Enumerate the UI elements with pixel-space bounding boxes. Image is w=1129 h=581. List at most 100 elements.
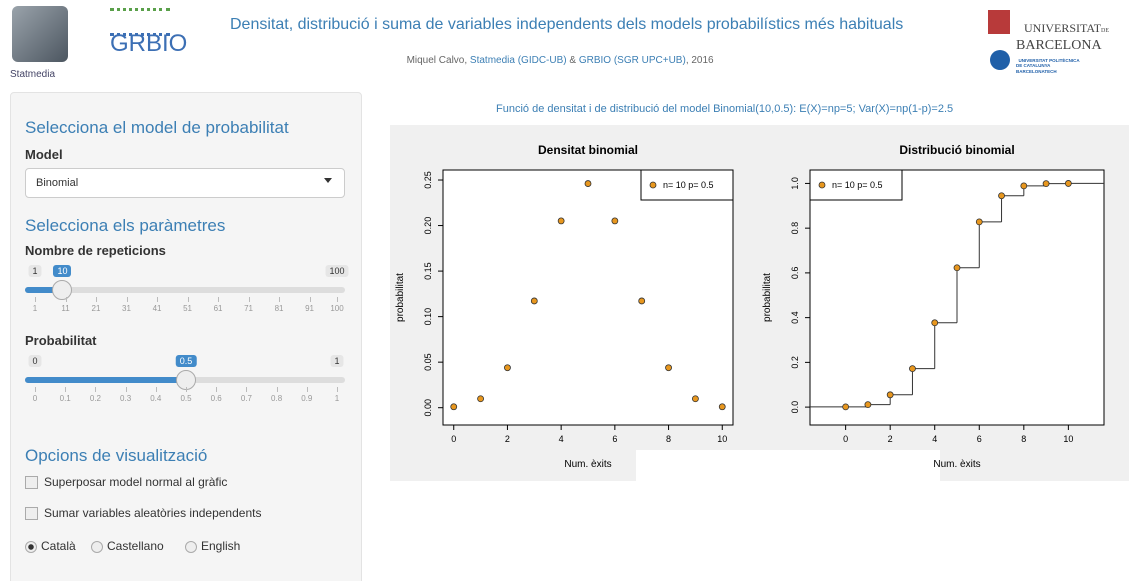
subtitle-link[interactable]: GRBIO (SGR UPC+UB) (579, 55, 686, 66)
x-tick-label: 0 (451, 434, 456, 444)
x-tick-label: 8 (666, 434, 671, 444)
y-tick-label: 0.8 (790, 222, 800, 235)
legend-marker (650, 182, 656, 188)
slider-tick (66, 297, 67, 302)
radio-button[interactable] (25, 541, 37, 553)
slider-tick-label: 1 (33, 304, 37, 313)
legend-label: n= 10 p= 0.5 (832, 180, 883, 190)
checkbox-label[interactable]: Sumar variables aleatòries independents (44, 506, 261, 520)
slider-tick (216, 387, 217, 392)
data-point (585, 181, 591, 187)
x-tick-label: 2 (505, 434, 510, 444)
slider-tick (310, 297, 311, 302)
plots: Densitat binomial Num. èxits probabilitat 0… (390, 125, 1129, 481)
y-tick-label: 0.0 (790, 401, 800, 414)
grbio-logo[interactable]: GRBIO (110, 30, 187, 58)
slider-tick (96, 297, 97, 302)
x-axis-label: Num. èxits (564, 459, 611, 470)
data-point (504, 365, 510, 371)
slider-tick (337, 387, 338, 392)
slider-tick-label: 0.6 (211, 394, 222, 403)
y-tick-label: 0.00 (423, 399, 433, 417)
legend-label: n= 10 p= 0.5 (663, 180, 714, 190)
chart-title: Densitat binomial (538, 143, 638, 157)
radio-label[interactable]: English (201, 539, 240, 553)
select-value: Binomial (36, 177, 78, 189)
data-point (843, 404, 849, 410)
y-tick-label: 0.6 (790, 267, 800, 280)
x-tick-label: 0 (843, 434, 848, 444)
page-title: Densitat, distribució i suma de variable… (230, 16, 903, 34)
statmedia-logo[interactable] (12, 6, 68, 62)
x-tick-label: 10 (717, 434, 727, 444)
subtitle-text: , 2016 (686, 55, 714, 66)
radio-button[interactable] (185, 541, 197, 553)
slider-tick-label: 0.9 (301, 394, 312, 403)
model-select[interactable]: Binomial (25, 168, 345, 198)
x-tick-label: 4 (559, 434, 564, 444)
plot-area (443, 170, 733, 425)
y-axis-label: probabilitat (395, 273, 406, 322)
x-tick-label: 10 (1063, 434, 1073, 444)
chart-title: Distribució binomial (899, 143, 1014, 157)
slider-tick (157, 297, 158, 302)
page: Statmedia GRBIO Densitat, distribució i … (0, 0, 1129, 581)
data-point (666, 365, 672, 371)
data-point (887, 392, 893, 398)
slider-tick-label: 0.5 (180, 394, 191, 403)
data-point (719, 404, 725, 410)
slider-label: Probabilitat (25, 333, 97, 348)
data-point (954, 265, 960, 271)
x-tick-label: 4 (932, 434, 937, 444)
slider-track[interactable] (25, 287, 345, 293)
slider-min: 1 (28, 265, 41, 277)
y-tick-label: 0.2 (790, 356, 800, 369)
x-tick-label: 8 (1021, 434, 1026, 444)
slider-tick (95, 387, 96, 392)
checkbox[interactable] (25, 507, 38, 520)
data-point (612, 218, 618, 224)
y-tick-label: 0.25 (423, 171, 433, 189)
slider-tick (127, 297, 128, 302)
checkbox-label[interactable]: Superposar model normal al gràfic (44, 475, 227, 489)
upc-text: BARCELONATECH (1016, 69, 1057, 74)
data-point (1043, 181, 1049, 187)
data-point (976, 219, 982, 225)
ub-text: BARCELONA (1016, 38, 1102, 53)
slider-tick (307, 387, 308, 392)
section-title: Opcions de visualització (25, 446, 207, 466)
y-tick-label: 0.05 (423, 353, 433, 371)
slider-tick-label: 0 (33, 394, 37, 403)
slider-label: Nombre de repeticions (25, 243, 166, 258)
slider-tick-label: 81 (275, 304, 284, 313)
x-axis-label: Num. èxits (933, 459, 980, 470)
slider-value: 10 (53, 265, 71, 277)
slider-max: 1 (330, 355, 343, 367)
data-point (639, 298, 645, 304)
slider-tick (35, 297, 36, 302)
section-title: Selecciona el model de probabilitat (25, 118, 289, 138)
y-tick-label: 1.0 (790, 177, 800, 190)
upc-text: UNIVERSITAT POLITÈCNICA (1019, 58, 1080, 63)
data-point (1021, 183, 1027, 189)
section-title: Selecciona els paràmetres (25, 216, 225, 236)
data-point (932, 320, 938, 326)
slider-tick-label: 0.3 (120, 394, 131, 403)
data-point (531, 298, 537, 304)
radio-label[interactable]: Castellano (107, 539, 164, 553)
upc-text: DE CATALUNYA (1016, 63, 1050, 68)
input-label: Model (25, 147, 63, 162)
slider-tick (126, 387, 127, 392)
radio-button[interactable] (91, 541, 103, 553)
subtitle-link[interactable]: Statmedia (GIDC-UB) (470, 55, 567, 66)
slider-tick-label: 0.7 (241, 394, 252, 403)
checkbox[interactable] (25, 476, 38, 489)
y-tick-label: 0.10 (423, 308, 433, 326)
data-point (1065, 180, 1071, 186)
radio-label[interactable]: Català (41, 539, 76, 553)
slider-tick-label: 0.2 (90, 394, 101, 403)
data-point (692, 396, 698, 402)
select-caret (324, 178, 332, 183)
